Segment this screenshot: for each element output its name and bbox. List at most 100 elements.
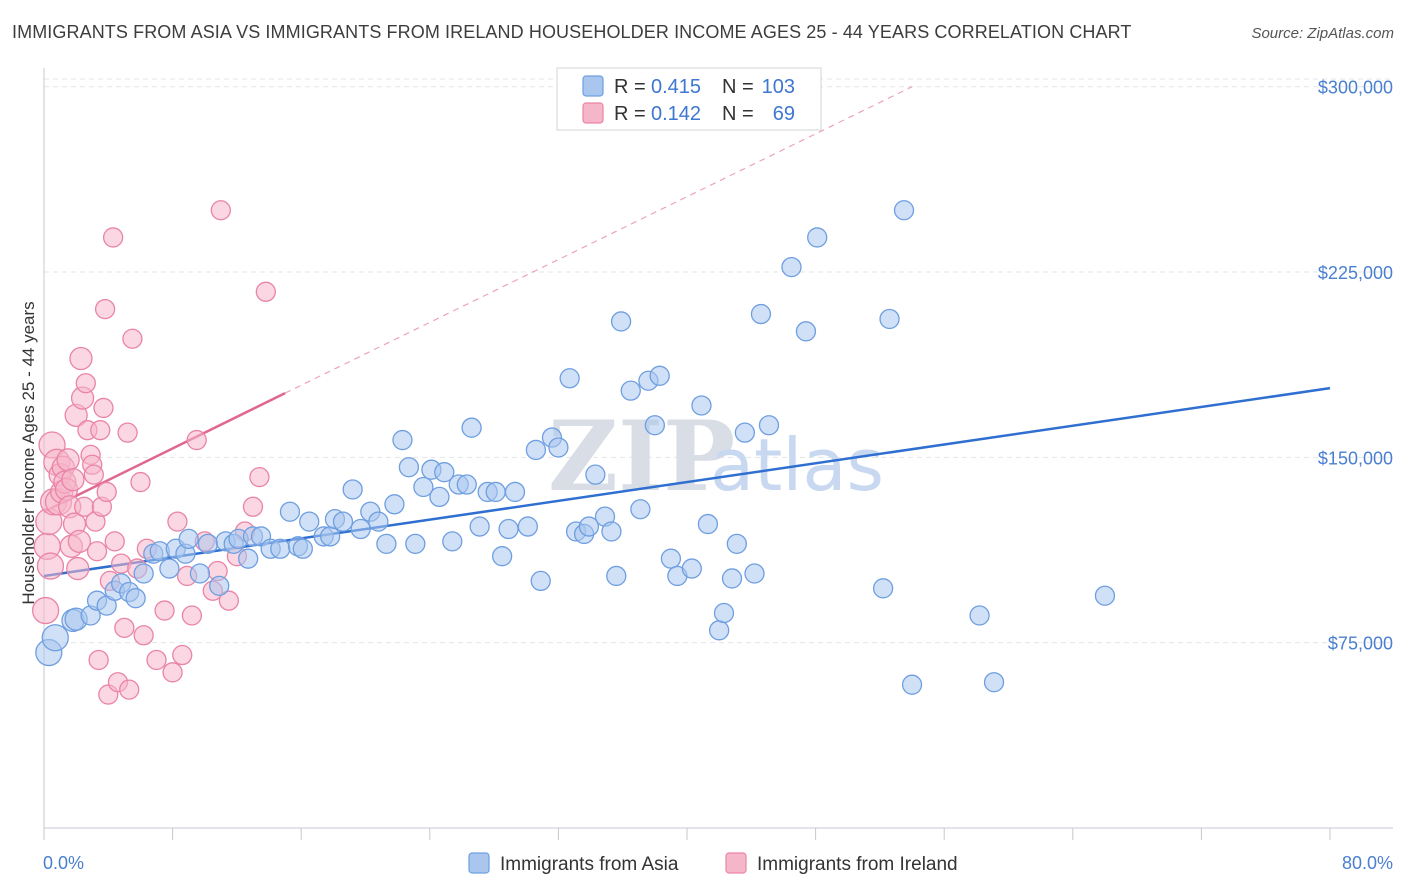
asia-point-91 [758, 415, 780, 436]
ireland-point-40 [104, 531, 125, 552]
asia-point-54 [469, 516, 490, 537]
y-axis-label: Householder Income Ages 25 - 44 years [19, 301, 38, 604]
y-tick-label-0: $75,000 [1328, 634, 1393, 654]
asia-point-87 [726, 533, 747, 554]
asia-point-31 [292, 538, 313, 559]
asia-point-43 [392, 429, 413, 451]
asia-point-20 [209, 575, 230, 596]
chart-title: IMMIGRANTS FROM ASIA VS IMMIGRANTS FROM … [12, 22, 1132, 42]
asia-point-29 [279, 501, 301, 522]
asia-point-71 [601, 521, 622, 542]
asia-point-89 [744, 563, 765, 584]
asia-point-88 [734, 422, 756, 443]
y-tick-labels: $75,000 $150,000 $225,000 $300,000 [1318, 78, 1393, 654]
bottom-legend-ireland: Immigrants from Ireland [757, 854, 958, 875]
asia-point-42 [384, 494, 405, 515]
asia-point-10 [125, 588, 146, 609]
ireland-point-52 [154, 600, 175, 621]
ireland-point-36 [96, 481, 117, 503]
asia-point-62 [530, 570, 551, 592]
y-tick-label-2: $225,000 [1318, 263, 1393, 283]
asia-point-72 [606, 565, 627, 587]
asia-point-77 [644, 415, 665, 436]
asia-point-18 [189, 563, 211, 584]
asia-point-49 [434, 462, 455, 483]
asia-point-95 [872, 578, 894, 599]
asia-point-92 [781, 256, 802, 278]
source-credit: Source: ZipAtlas.com [1251, 25, 1394, 42]
ireland-point-48 [130, 471, 151, 493]
asia-point-74 [620, 380, 641, 401]
asia-point-81 [681, 558, 702, 579]
asia-point-50 [442, 531, 463, 552]
asia-point-85 [713, 602, 735, 624]
asia-point-32 [299, 511, 320, 532]
y-tick-label-3: $300,000 [1318, 78, 1393, 98]
series-legend: Immigrants from Asia Immigrants from Ire… [468, 852, 958, 875]
asia-point-75 [630, 499, 651, 520]
ireland-point-13 [56, 448, 80, 472]
asia-point-69 [585, 464, 606, 485]
watermark-zip: ZIP [548, 400, 735, 513]
ireland-point-53 [162, 662, 183, 683]
asia-point-93 [795, 321, 817, 342]
asia-point-1 [41, 624, 69, 652]
asia-point-97 [893, 200, 915, 221]
asia-point-40 [368, 511, 389, 532]
asia-point-64 [548, 437, 569, 458]
asia-point-60 [517, 516, 539, 537]
ireland-point-28 [83, 464, 104, 485]
asia-point-14 [159, 558, 180, 579]
ireland-point-55 [172, 644, 193, 666]
legend-ireland-n-value: 69 [773, 103, 795, 125]
stats-legend: R = 0.415 N = 103 R = 0.142 N = 69 [556, 67, 822, 131]
legend-asia-n-label: N = [722, 76, 754, 98]
asia-point-36 [332, 511, 354, 532]
ireland-point-16 [61, 467, 85, 492]
asia-point-101 [1094, 585, 1116, 606]
asia-point-90 [750, 303, 772, 325]
ireland-point-49 [133, 625, 154, 646]
asia-point-86 [721, 568, 743, 589]
ireland-point-3 [36, 552, 65, 580]
bottom-legend-swatch-asia [468, 852, 490, 874]
asia-point-48 [429, 486, 450, 508]
bottom-legend-asia: Immigrants from Asia [500, 854, 679, 875]
ireland-point-46 [122, 328, 143, 349]
legend-ireland-r-label: R = [614, 103, 646, 125]
asia-point-78 [649, 365, 670, 386]
x-tick-max: 80.0% [1342, 853, 1393, 873]
asia-point-41 [376, 533, 397, 554]
ireland-point-32 [90, 420, 111, 441]
asia-point-53 [461, 417, 482, 438]
asia-point-84 [709, 620, 730, 641]
trend-line-ireland [43, 391, 286, 513]
ireland-point-19 [66, 556, 90, 581]
ireland-point-34 [93, 397, 114, 419]
ireland-point-58 [186, 429, 207, 451]
ireland-point-54 [167, 511, 188, 532]
asia-point-68 [578, 516, 600, 537]
series-asia-points [35, 200, 1116, 695]
asia-point-79 [660, 548, 682, 569]
asia-point-59 [504, 481, 526, 503]
ireland-point-39 [102, 227, 124, 248]
asia-point-100 [983, 672, 1005, 693]
asia-point-73 [610, 311, 632, 332]
asia-point-38 [350, 518, 371, 540]
asia-point-56 [485, 481, 506, 503]
ireland-point-68 [255, 281, 276, 302]
asia-point-19 [197, 533, 219, 554]
ireland-point-20 [67, 529, 92, 554]
asia-point-83 [697, 513, 719, 535]
legend-swatch-ireland [582, 102, 604, 124]
legend-asia-r-value: 0.415 [651, 76, 701, 98]
asia-point-96 [879, 308, 900, 330]
ireland-point-30 [86, 541, 108, 562]
x-tick-min: 0.0% [43, 853, 84, 873]
ireland-point-43 [114, 617, 135, 639]
legend-ireland-r-value: 0.142 [651, 103, 701, 125]
asia-point-34 [319, 526, 341, 547]
ireland-point-21 [69, 346, 93, 371]
